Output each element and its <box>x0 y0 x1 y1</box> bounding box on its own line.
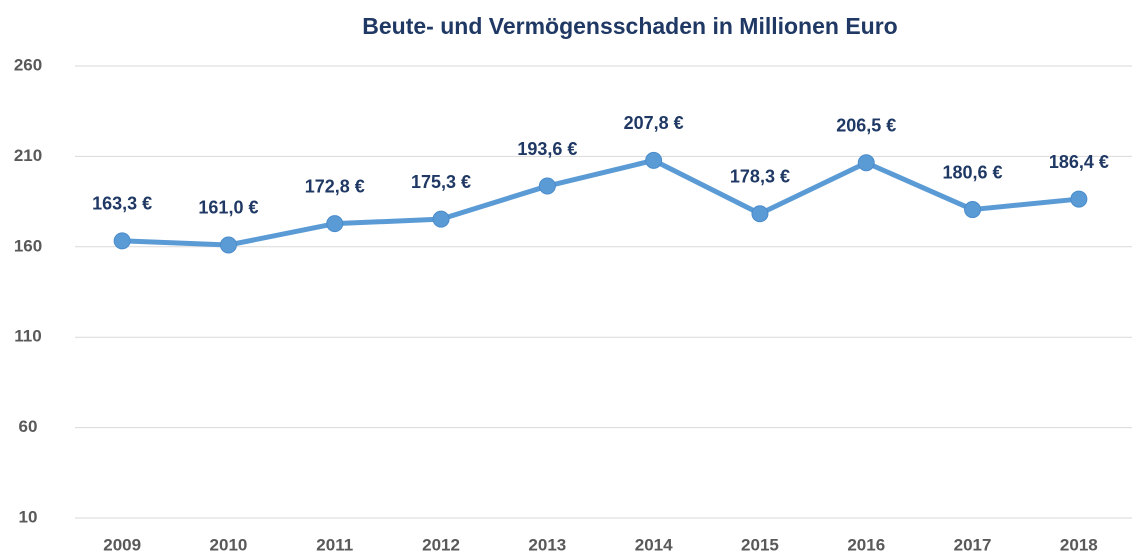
data-label: 172,8 € <box>305 176 365 196</box>
data-point <box>113 232 131 250</box>
data-point <box>964 201 982 219</box>
data-label: 163,3 € <box>92 194 152 214</box>
data-label: 206,5 € <box>836 115 896 135</box>
y-tick-label: 210 <box>14 146 42 165</box>
data-label: 161,0 € <box>198 198 258 218</box>
data-label: 193,6 € <box>517 139 577 159</box>
data-point <box>432 210 450 228</box>
y-tick-label: 60 <box>19 417 38 436</box>
x-tick-label: 2015 <box>741 535 779 554</box>
x-tick-label: 2018 <box>1060 535 1098 554</box>
data-point <box>751 205 769 223</box>
x-tick-label: 2012 <box>422 535 460 554</box>
x-tick-label: 2010 <box>210 535 248 554</box>
data-point <box>219 236 237 254</box>
data-point <box>857 154 875 172</box>
data-label: 178,3 € <box>730 166 790 186</box>
data-label: 180,6 € <box>943 162 1003 182</box>
y-tick-label: 260 <box>14 55 42 74</box>
data-line <box>122 157 1080 248</box>
x-tick-label: 2009 <box>103 535 141 554</box>
chart-title: Beute- und Vermögensschaden in Millionen… <box>362 13 897 39</box>
x-tick-label: 2013 <box>528 535 566 554</box>
x-tick-label: 2017 <box>954 535 992 554</box>
data-point <box>1070 190 1088 208</box>
x-tick-label: 2016 <box>847 535 885 554</box>
data-point <box>326 215 344 233</box>
y-tick-label: 110 <box>14 327 41 346</box>
data-label: 207,8 € <box>624 113 684 133</box>
x-tick-label: 2011 <box>316 535 353 554</box>
data-label: 186,4 € <box>1049 152 1109 172</box>
x-tick-label: 2014 <box>635 535 673 554</box>
data-label: 175,3 € <box>411 172 471 192</box>
data-point <box>645 151 663 169</box>
y-tick-label: 160 <box>14 236 42 255</box>
y-tick-label: 10 <box>19 507 38 526</box>
data-point <box>538 177 556 195</box>
